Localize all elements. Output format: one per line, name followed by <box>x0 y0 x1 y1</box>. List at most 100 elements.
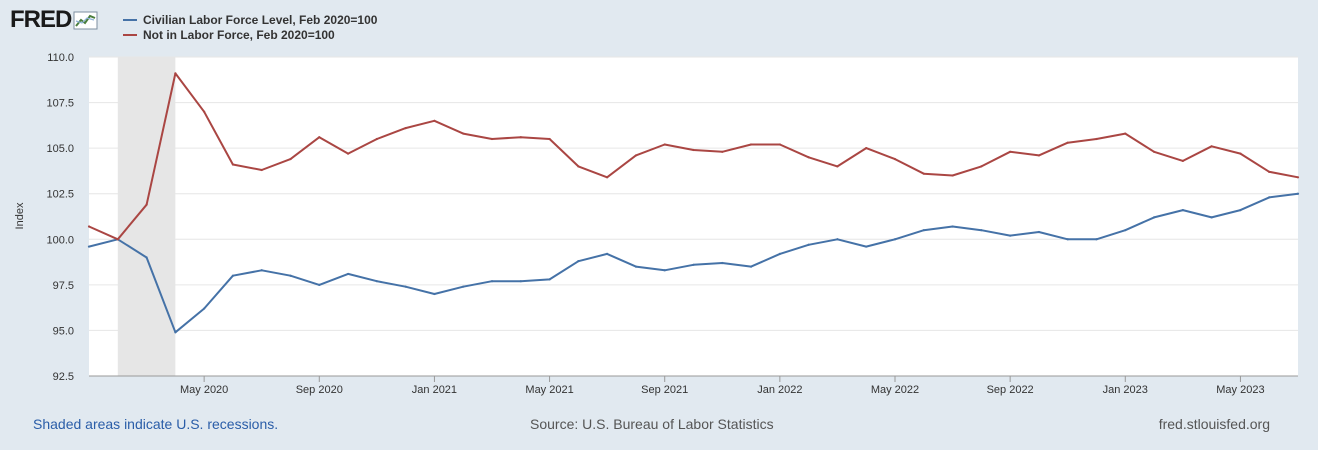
data-point <box>1152 216 1156 219</box>
legend-swatch-blue <box>123 18 137 21</box>
chart-logo-icon <box>73 11 98 30</box>
data-point <box>663 269 666 272</box>
data-point <box>778 143 781 146</box>
data-point <box>721 261 724 265</box>
x-tick-label: Sep 2020 <box>296 384 343 396</box>
data-point <box>606 252 609 255</box>
x-tick-label: May 2021 <box>525 384 573 396</box>
data-point <box>490 280 494 283</box>
x-tick-label: Jan 2023 <box>1103 384 1148 396</box>
data-point <box>951 225 954 228</box>
data-point <box>778 252 781 255</box>
x-tick-label: Sep 2022 <box>987 384 1034 396</box>
x-tick-label: May 2020 <box>180 384 228 396</box>
data-point <box>548 278 551 281</box>
y-tick-label: 110.0 <box>47 52 74 64</box>
data-point <box>375 280 378 283</box>
x-tick-label: Jan 2021 <box>412 384 457 396</box>
y-tick-label: 97.5 <box>53 280 74 292</box>
data-point <box>433 119 436 122</box>
data-point <box>260 168 263 172</box>
data-point <box>231 274 235 277</box>
data-point <box>577 165 580 168</box>
data-point <box>519 136 522 139</box>
data-point <box>1296 192 1300 195</box>
data-point <box>318 283 321 286</box>
data-point <box>519 280 522 283</box>
data-point <box>1210 216 1213 219</box>
x-tick-label: May 2022 <box>871 384 919 396</box>
y-tick-label: 92.5 <box>53 371 74 383</box>
data-point <box>174 331 177 334</box>
recession-band <box>117 57 176 376</box>
data-point <box>203 110 206 113</box>
legend-swatch-red <box>123 33 137 36</box>
data-point <box>1095 238 1098 241</box>
data-point <box>490 137 494 141</box>
data-point <box>807 156 810 159</box>
legend-item-labor-force[interactable]: Civilian Labor Force Level, Feb 2020=100 <box>123 12 377 27</box>
legend: Civilian Labor Force Level, Feb 2020=100… <box>123 12 377 42</box>
data-point <box>231 163 235 166</box>
data-point <box>145 256 148 259</box>
y-tick-label: 105.0 <box>46 143 74 155</box>
data-point <box>203 307 206 310</box>
data-point <box>749 143 753 146</box>
data-point <box>1239 152 1242 155</box>
line-chart[interactable]: 92.5 95.0 97.5 100.0 102.5 105.0 107.5 110.0 Ma… <box>0 0 1318 410</box>
data-point <box>577 260 580 263</box>
y-tick-label: 107.5 <box>46 98 74 110</box>
data-point <box>404 285 407 288</box>
data-point <box>289 157 292 161</box>
data-point <box>1268 170 1271 173</box>
data-point <box>980 165 983 168</box>
y-tick-label: 100.0 <box>46 234 74 246</box>
fred-logo[interactable]: FRED <box>10 6 99 34</box>
y-tick-label: 95.0 <box>53 325 74 337</box>
data-point <box>1239 209 1242 212</box>
data-point <box>174 72 177 75</box>
data-point <box>922 172 925 175</box>
data-point <box>1296 176 1300 179</box>
site-link[interactable]: fred.stlouisfed.org <box>1158 416 1270 432</box>
recession-note[interactable]: Shaded areas indicate U.S. recessions. <box>33 416 279 432</box>
data-point <box>548 137 551 141</box>
data-point <box>1152 150 1156 153</box>
x-tick-label: May 2023 <box>1216 384 1264 396</box>
data-point <box>836 238 839 241</box>
data-point <box>1124 132 1127 135</box>
data-point <box>634 154 638 157</box>
data-point <box>1095 137 1098 141</box>
data-point <box>893 238 897 241</box>
data-point <box>87 245 91 248</box>
data-point <box>346 272 350 276</box>
legend-label: Civilian Labor Force Level, Feb 2020=100 <box>143 12 378 27</box>
data-point <box>462 132 465 135</box>
data-point <box>260 269 263 272</box>
data-point <box>807 243 810 246</box>
data-point <box>606 176 609 179</box>
data-point <box>922 229 925 232</box>
data-point <box>865 245 868 248</box>
data-point <box>375 137 378 141</box>
data-point <box>404 126 407 130</box>
data-point <box>692 263 695 266</box>
y-axis-label: Index <box>14 202 26 229</box>
data-point <box>836 165 839 168</box>
legend-item-not-in-labor-force[interactable]: Not in Labor Force, Feb 2020=100 <box>123 27 377 42</box>
data-point <box>1009 234 1012 237</box>
data-point <box>721 150 724 153</box>
data-point <box>749 265 753 268</box>
data-point <box>1268 196 1271 199</box>
data-point <box>893 157 897 161</box>
source-text: Source: U.S. Bureau of Labor Statistics <box>530 416 774 432</box>
plot-area <box>89 57 1298 376</box>
data-point <box>1066 238 1069 241</box>
data-point <box>1009 150 1012 153</box>
data-point <box>1066 141 1069 144</box>
data-point <box>634 265 638 268</box>
data-point <box>433 292 436 296</box>
data-point <box>980 229 983 232</box>
y-tick-label: 102.5 <box>46 189 74 201</box>
data-point <box>462 285 465 288</box>
